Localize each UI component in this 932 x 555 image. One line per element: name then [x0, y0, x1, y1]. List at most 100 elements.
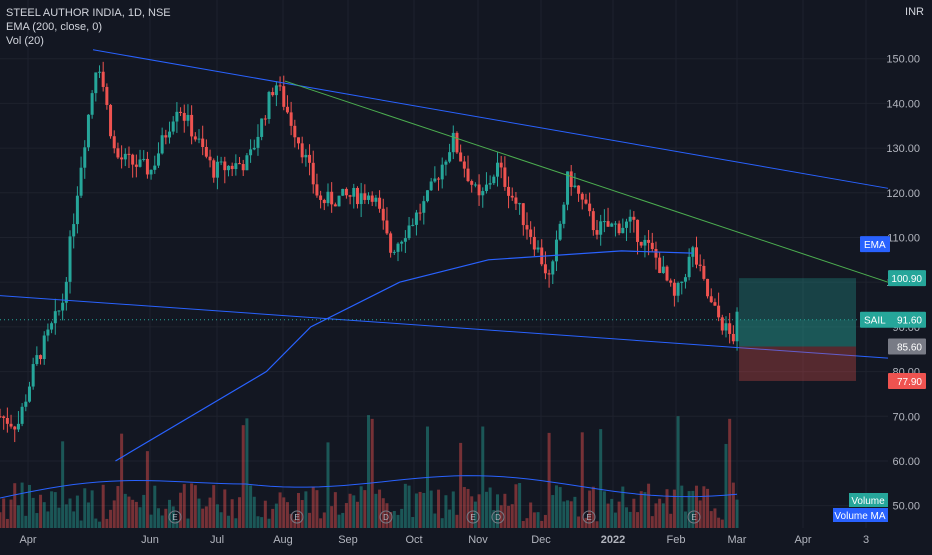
volume-bar: [624, 507, 628, 528]
volume-bar: [709, 511, 713, 528]
candle-body: [624, 221, 628, 228]
candle-body: [79, 167, 83, 196]
volume-bar: [510, 504, 514, 528]
volume-bar: [274, 503, 278, 528]
volume-bar: [639, 491, 643, 528]
candle-body: [289, 112, 293, 126]
volume-bar: [536, 512, 540, 528]
volume-bar: [363, 490, 367, 528]
volume-bar: [503, 493, 507, 528]
ema-line: [115, 250, 693, 462]
candle-body: [425, 190, 429, 202]
candle-body: [473, 184, 477, 186]
candle-body: [429, 181, 433, 191]
candle-body: [543, 264, 547, 274]
volume-bar: [429, 490, 433, 528]
legend-symbol[interactable]: STEEL AUTHOR INDIA, 1D, NSE: [6, 7, 171, 19]
candle-body: [683, 277, 687, 282]
candle-body: [717, 305, 721, 318]
event-marker-icon: [491, 510, 505, 524]
volume-bar: [621, 486, 625, 528]
volume-bar: [672, 489, 676, 528]
volume-bar: [466, 488, 470, 528]
volume-bar: [138, 507, 142, 528]
candle-body: [94, 72, 98, 94]
volume-bar: [330, 506, 334, 528]
volume-bar: [588, 490, 592, 528]
candle-body: [315, 184, 319, 196]
candle-body: [215, 161, 219, 178]
candle-body: [518, 203, 522, 205]
currency-label[interactable]: INR: [905, 6, 924, 18]
candle-body: [263, 118, 267, 120]
candle-body: [735, 311, 739, 342]
candle-body: [551, 261, 555, 275]
volume-bar: [46, 511, 50, 528]
candle-body: [61, 302, 65, 311]
x-tick-label: Dec: [531, 534, 551, 546]
volume-bar: [282, 497, 286, 528]
volume-bar: [238, 497, 242, 528]
candle-body: [153, 165, 157, 170]
volume-bar: [720, 519, 724, 528]
candle-body: [274, 85, 278, 96]
volume-bar: [599, 429, 603, 528]
volume-bar: [42, 502, 46, 528]
volume-bar: [370, 418, 374, 528]
volume-bar: [16, 505, 20, 528]
candle-body: [98, 71, 102, 73]
volume-bar: [569, 501, 573, 528]
candle-body: [488, 183, 492, 185]
price-badge-value: 77.90: [897, 377, 922, 388]
candle-body: [617, 223, 621, 234]
candle-body: [278, 85, 282, 87]
candle-body: [145, 158, 149, 175]
volume-bar: [396, 514, 400, 528]
candle-body: [643, 239, 647, 246]
volume-bar: [241, 425, 245, 528]
volume-bar: [713, 508, 717, 528]
volume-bar: [53, 492, 57, 528]
candle-body: [168, 131, 172, 138]
candle-body: [451, 132, 455, 153]
volume-bar: [470, 496, 474, 528]
volume-bar: [215, 504, 219, 528]
volume-bar: [455, 514, 459, 528]
volume-bar: [717, 517, 721, 528]
candle-body: [470, 181, 474, 185]
candle-body: [418, 212, 422, 214]
x-tick-label: Aug: [273, 534, 293, 546]
volume-bar: [698, 500, 702, 528]
candle-body: [234, 163, 238, 170]
candle-body: [109, 104, 113, 137]
candle-body: [285, 106, 289, 113]
legend-volume[interactable]: Vol (20): [6, 35, 44, 47]
volume-bar: [448, 509, 452, 528]
volume-bar: [341, 512, 345, 528]
volume-bar: [680, 485, 684, 528]
candle-body: [669, 280, 673, 283]
candle-body: [326, 191, 330, 204]
price-badge: [860, 311, 926, 328]
candle-body: [562, 204, 566, 224]
candle-body: [525, 225, 529, 230]
candle-body: [359, 193, 363, 205]
volume-bar: [691, 490, 695, 528]
candle-body: [698, 264, 702, 266]
candle-body: [293, 125, 297, 138]
legend-ema[interactable]: EMA (200, close, 0): [6, 21, 102, 33]
volume-bar: [580, 432, 584, 528]
x-tick-label: Oct: [405, 534, 422, 546]
candle-body: [499, 162, 503, 168]
candle-body: [507, 186, 511, 196]
volume-bar: [5, 518, 9, 528]
candle-body: [724, 323, 728, 331]
candle-body: [448, 152, 452, 162]
candle-body: [13, 426, 17, 430]
volume-bar: [226, 515, 230, 528]
volume-bar: [27, 484, 31, 528]
y-tick-label: 150.00: [886, 54, 920, 66]
candle-body: [282, 86, 286, 107]
